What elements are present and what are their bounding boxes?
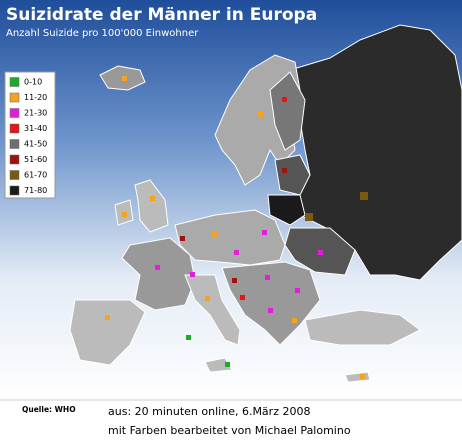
marker xyxy=(305,213,313,221)
legend: 0-10 11-20 21-30 31-40 41-50 51-60 61-70 71-80 xyxy=(4,71,56,199)
turkey xyxy=(304,309,421,346)
legend-label: 41-50 xyxy=(24,140,47,149)
legend-swatch xyxy=(9,170,20,180)
legend-label: 21-30 xyxy=(24,109,47,118)
legend-label: 61-70 xyxy=(24,171,47,180)
credit-line: mit Farben bearbeitet von Michael Palomi… xyxy=(108,424,351,437)
marker xyxy=(318,250,323,255)
legend-label: 11-20 xyxy=(24,93,47,102)
legend-label: 0-10 xyxy=(24,78,42,87)
sicily xyxy=(204,357,233,373)
marker xyxy=(268,308,273,313)
france xyxy=(121,237,196,311)
marker xyxy=(282,97,287,102)
lithuania-belarus xyxy=(267,194,306,226)
legend-swatch xyxy=(9,185,20,196)
legend-label: 71-80 xyxy=(24,186,47,195)
marker xyxy=(155,265,160,270)
marker xyxy=(180,236,185,241)
marker xyxy=(122,212,127,217)
legend-swatch xyxy=(9,92,20,103)
britain xyxy=(134,179,169,233)
balkans xyxy=(221,261,321,346)
credit-line: aus: 20 minuten online, 6.März 2008 xyxy=(108,405,310,418)
title: Suizidrate der Männer in Europa xyxy=(6,5,317,25)
legend-label: 31-40 xyxy=(24,124,47,133)
legend-swatch xyxy=(9,154,20,165)
source: Quelle: WHO xyxy=(22,405,76,414)
italy xyxy=(184,274,241,346)
marker xyxy=(258,112,263,117)
marker xyxy=(295,288,300,293)
marker xyxy=(232,278,237,283)
marker xyxy=(225,362,230,367)
subtitle: Anzahl Suizide pro 100'000 Einwohner xyxy=(6,28,199,39)
marker xyxy=(122,76,127,81)
russia xyxy=(289,24,462,281)
marker xyxy=(240,295,245,300)
marker xyxy=(262,230,267,235)
finland xyxy=(269,71,306,151)
marker xyxy=(234,250,239,255)
marker xyxy=(360,192,368,200)
baltics xyxy=(274,154,311,196)
marker xyxy=(190,272,195,277)
iberia xyxy=(69,299,146,366)
marker xyxy=(265,275,270,280)
legend-swatch xyxy=(9,77,20,87)
marker xyxy=(105,315,110,320)
marker xyxy=(186,335,191,340)
legend-swatch xyxy=(9,139,20,149)
map-shapes xyxy=(69,24,462,383)
marker xyxy=(205,296,210,301)
marker xyxy=(150,196,155,201)
legend-swatch xyxy=(9,108,20,118)
marker xyxy=(292,318,297,323)
legend-label: 51-60 xyxy=(24,155,47,164)
marker xyxy=(212,232,217,237)
legend-swatch xyxy=(9,123,20,134)
country-markers xyxy=(105,76,368,379)
marker xyxy=(282,168,287,173)
marker xyxy=(360,374,365,379)
